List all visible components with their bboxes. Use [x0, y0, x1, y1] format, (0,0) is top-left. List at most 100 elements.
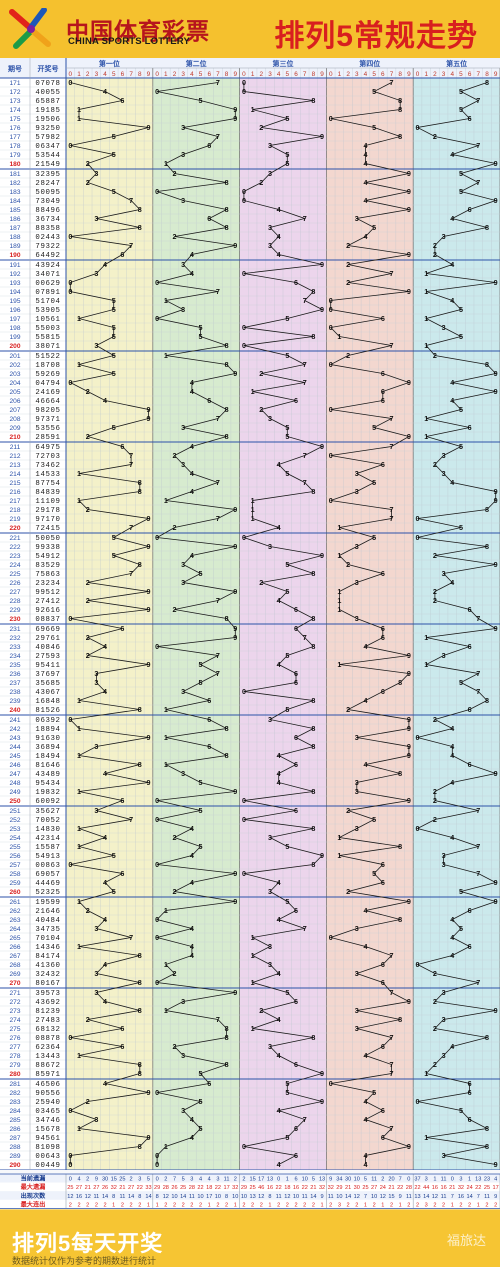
- drawn-digit: 1: [251, 505, 255, 514]
- drawn-digit: 9: [407, 287, 411, 296]
- drawn-digit: 4: [190, 1115, 194, 1124]
- summary-value: 10: [241, 1194, 247, 1200]
- drawn-digit: 0: [155, 860, 159, 869]
- drawn-digit: 1: [251, 933, 255, 942]
- drawn-digit: 8: [311, 487, 315, 496]
- drawn-digit: 5: [112, 305, 116, 314]
- header-digit: 9: [233, 71, 237, 78]
- summary-value: 2: [173, 1202, 176, 1208]
- header-digit: 4: [190, 71, 194, 78]
- drawn-digit: 3: [442, 569, 446, 578]
- drawn-digit: 1: [164, 906, 168, 915]
- drawn-digit: 5: [459, 442, 463, 451]
- summary-value: 2: [234, 1177, 237, 1183]
- drawn-digit: 5: [372, 815, 376, 824]
- number-cell: 03465: [35, 1108, 60, 1116]
- drawn-digit: 4: [363, 232, 367, 241]
- drawn-digit: 2: [433, 351, 437, 360]
- header-digit: 6: [207, 71, 211, 78]
- drawn-digit: 6: [381, 1042, 385, 1051]
- number-cell: 55003: [35, 325, 60, 333]
- header-digit: 7: [303, 71, 307, 78]
- summary-value: 2: [251, 1202, 254, 1208]
- drawn-digit: 9: [146, 778, 150, 787]
- period-cell: 179: [9, 152, 20, 159]
- drawn-digit: 0: [68, 715, 72, 724]
- summary-value: 22: [215, 1185, 221, 1191]
- summary-value: 10: [336, 1194, 342, 1200]
- drawn-digit: 8: [138, 760, 142, 769]
- number-cell: 43924: [35, 262, 60, 270]
- drawn-digit: 4: [103, 769, 107, 778]
- period-cell: 241: [9, 717, 20, 724]
- drawn-digit: 2: [259, 369, 263, 378]
- drawn-digit: 4: [277, 778, 281, 787]
- period-cell: 187: [9, 225, 20, 232]
- drawn-digit: 7: [216, 414, 220, 423]
- summary-value: 21: [119, 1185, 125, 1191]
- drawn-digit: 7: [390, 514, 394, 523]
- drawn-digit: 1: [424, 432, 428, 441]
- drawn-digit: 5: [199, 96, 203, 105]
- drawn-digit: 2: [86, 578, 90, 587]
- summary-value: 2: [277, 1202, 280, 1208]
- drawn-digit: 1: [337, 523, 341, 532]
- drawn-digit: 9: [494, 278, 498, 287]
- lottery-logo-icon: [9, 8, 51, 49]
- drawn-digit: 2: [86, 651, 90, 660]
- drawn-digit: 5: [285, 1088, 289, 1097]
- drawn-digit: 4: [450, 578, 454, 587]
- drawn-digit: 9: [494, 496, 498, 505]
- summary-value: 3: [338, 1202, 341, 1208]
- drawn-digit: 9: [146, 660, 150, 669]
- number-cell: 21646: [35, 908, 60, 916]
- drawn-digit: 3: [94, 806, 98, 815]
- drawn-digit: 4: [190, 387, 194, 396]
- summary-value: 1: [477, 1202, 480, 1208]
- drawn-digit: 6: [294, 1124, 298, 1133]
- summary-value: 29: [336, 1185, 342, 1191]
- drawn-digit: 9: [320, 442, 324, 451]
- summary-value: 3: [190, 1177, 193, 1183]
- drawn-digit: 4: [277, 878, 281, 887]
- summary-value: 22: [397, 1185, 403, 1191]
- drawn-digit: 4: [277, 915, 281, 924]
- summary-value: 5: [147, 1177, 150, 1183]
- drawn-digit: 4: [450, 150, 454, 159]
- drawn-digit: 3: [355, 924, 359, 933]
- number-cell: 06392: [35, 717, 60, 725]
- period-cell: 283: [9, 1099, 20, 1106]
- drawn-digit: 7: [476, 669, 480, 678]
- drawn-digit: 1: [77, 1051, 81, 1060]
- drawn-digit: 6: [381, 387, 385, 396]
- header-digit: 0: [242, 71, 246, 78]
- drawn-digit: 4: [450, 478, 454, 487]
- period-cell: 263: [9, 917, 20, 924]
- drawn-digit: 8: [398, 96, 402, 105]
- drawn-digit: 9: [320, 1097, 324, 1106]
- drawn-digit: 9: [407, 751, 411, 760]
- number-cell: 28591: [35, 434, 60, 442]
- summary-value: 2: [407, 1202, 410, 1208]
- summary-value: 13: [250, 1194, 256, 1200]
- drawn-digit: 0: [242, 533, 246, 542]
- period-cell: 271: [9, 990, 20, 997]
- drawn-digit: 4: [363, 760, 367, 769]
- drawn-digit: 3: [94, 214, 98, 223]
- trend-line-5: [415, 82, 498, 1165]
- drawn-digit: 3: [268, 169, 272, 178]
- drawn-digit: 2: [346, 241, 350, 250]
- number-cell: 46664: [35, 398, 60, 406]
- number-cell: 18708: [35, 362, 60, 370]
- period-cell: 259: [9, 880, 20, 887]
- drawn-digit: 0: [242, 796, 246, 805]
- drawn-digit: 9: [233, 505, 237, 514]
- drawn-digit: 5: [199, 842, 203, 851]
- drawn-digit: 9: [146, 542, 150, 551]
- summary-value: 11: [328, 1194, 334, 1200]
- drawn-digit: 7: [476, 869, 480, 878]
- summary-value: 22: [414, 1185, 420, 1191]
- drawn-digit: 1: [251, 978, 255, 987]
- drawn-digit: 5: [285, 469, 289, 478]
- number-cell: 32395: [35, 171, 60, 179]
